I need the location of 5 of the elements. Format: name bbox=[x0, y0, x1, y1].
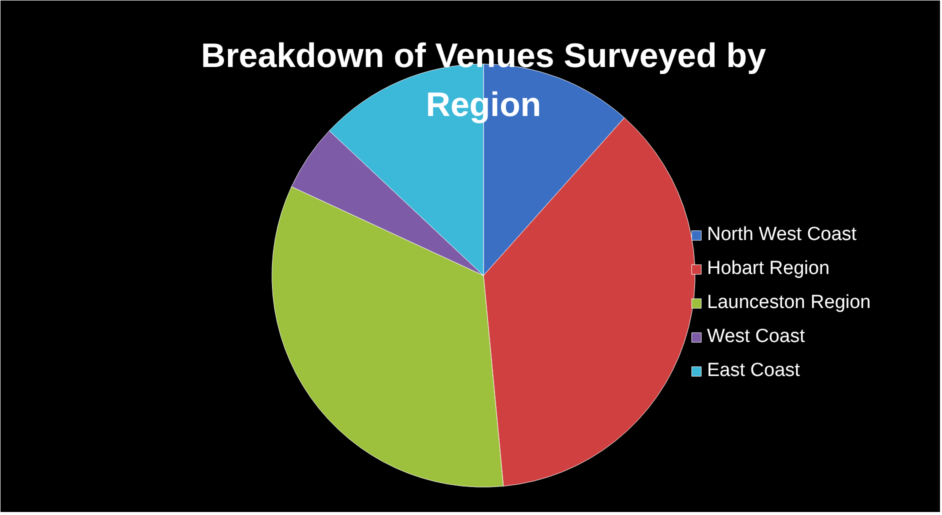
legend-label: East Coast bbox=[707, 360, 800, 382]
legend-label: North West Coast bbox=[707, 224, 857, 246]
legend-label: West Coast bbox=[707, 326, 805, 348]
legend-label: Hobart Region bbox=[707, 258, 830, 280]
legend-label: Launceston Region bbox=[707, 292, 871, 314]
